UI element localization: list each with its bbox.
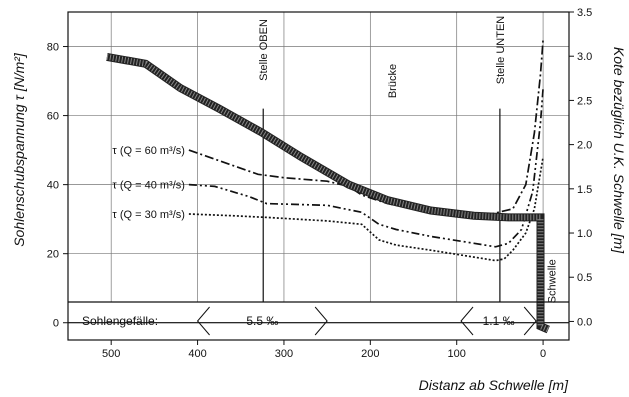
y-left-tick-label: 20	[47, 249, 59, 261]
series-label: τ (Q = 60 m³/s)	[112, 145, 185, 157]
tick-labels: 500 400 300 200 100 0 0 20 40 60 80 0.0 0.5 1.0 1.5 2.0…	[47, 7, 593, 360]
y-right-tick-label: 3.0	[577, 51, 592, 63]
y-right-tick-label: 0.0	[577, 316, 592, 328]
x-tick-label: 100	[448, 348, 466, 360]
series-label: τ (Q = 40 m³/s)	[112, 180, 185, 192]
y-right-tick-label: 1.5	[577, 184, 592, 196]
vertical-markers: Stelle OBEN Stelle UNTEN Brücke Schwelle	[258, 16, 559, 304]
y-axis-left-title: Sohlenschubspannung τ [N/m²]	[11, 52, 27, 247]
x-axis-title: Distanz ab Schwelle [m]	[419, 377, 570, 393]
y-right-tick-label: 1.0	[577, 228, 592, 240]
y-left-tick-label: 0	[53, 318, 59, 330]
x-tick-label: 400	[188, 348, 206, 360]
series-label: τ (Q = 30 m³/s)	[112, 209, 185, 221]
series-line	[188, 156, 544, 262]
marker-label: Stelle UNTEN	[495, 16, 507, 85]
slope-bracket-right	[314, 306, 328, 336]
slope-value: 1.1 ‰	[483, 314, 515, 328]
series-lines: τ (Q = 60 m³/s) τ (Q = 40 m³/s) τ (Q = 30 …	[112, 39, 544, 262]
slope-strip: Sohlengefälle: 5.5 ‰ 1.1 ‰	[68, 301, 569, 336]
annotation-label: Brücke	[387, 64, 399, 98]
y-left-tick-label: 80	[47, 42, 59, 54]
y-axis-right-title: Kote bezüglich U.K. Schwelle [m]	[611, 47, 627, 254]
slope-strip-label: Sohlengefälle:	[82, 314, 158, 328]
grid	[68, 12, 569, 324]
y-right-tick-label: 0.5	[577, 272, 592, 284]
y-right-tick-label: 3.5	[577, 7, 592, 19]
slope-value: 5.5 ‰	[246, 314, 278, 328]
series-line	[188, 87, 544, 248]
annotation-label: Schwelle	[547, 259, 559, 303]
bed-profile-hatching	[106, 53, 550, 333]
x-tick-label: 300	[275, 348, 293, 360]
slope-bracket-right	[523, 306, 537, 336]
x-tick-label: 0	[540, 348, 546, 360]
bed-profile-line	[106, 52, 550, 334]
y-left-tick-label: 60	[47, 111, 59, 123]
plot-border	[67, 11, 570, 341]
y-right-tick-label: 2.5	[577, 95, 592, 107]
labels: Distanz ab Schwelle [m] Sohlenschubspann…	[11, 47, 627, 393]
slope-bracket-left	[196, 306, 210, 336]
plot-frame	[67, 11, 570, 341]
x-tick-label: 500	[102, 348, 120, 360]
y-left-tick-label: 40	[47, 180, 59, 192]
bed-profile	[106, 52, 550, 334]
y-right-tick-label: 2.0	[577, 140, 592, 152]
x-tick-label: 200	[361, 348, 379, 360]
slope-bracket-left	[460, 306, 474, 336]
marker-label: Stelle OBEN	[258, 19, 270, 81]
